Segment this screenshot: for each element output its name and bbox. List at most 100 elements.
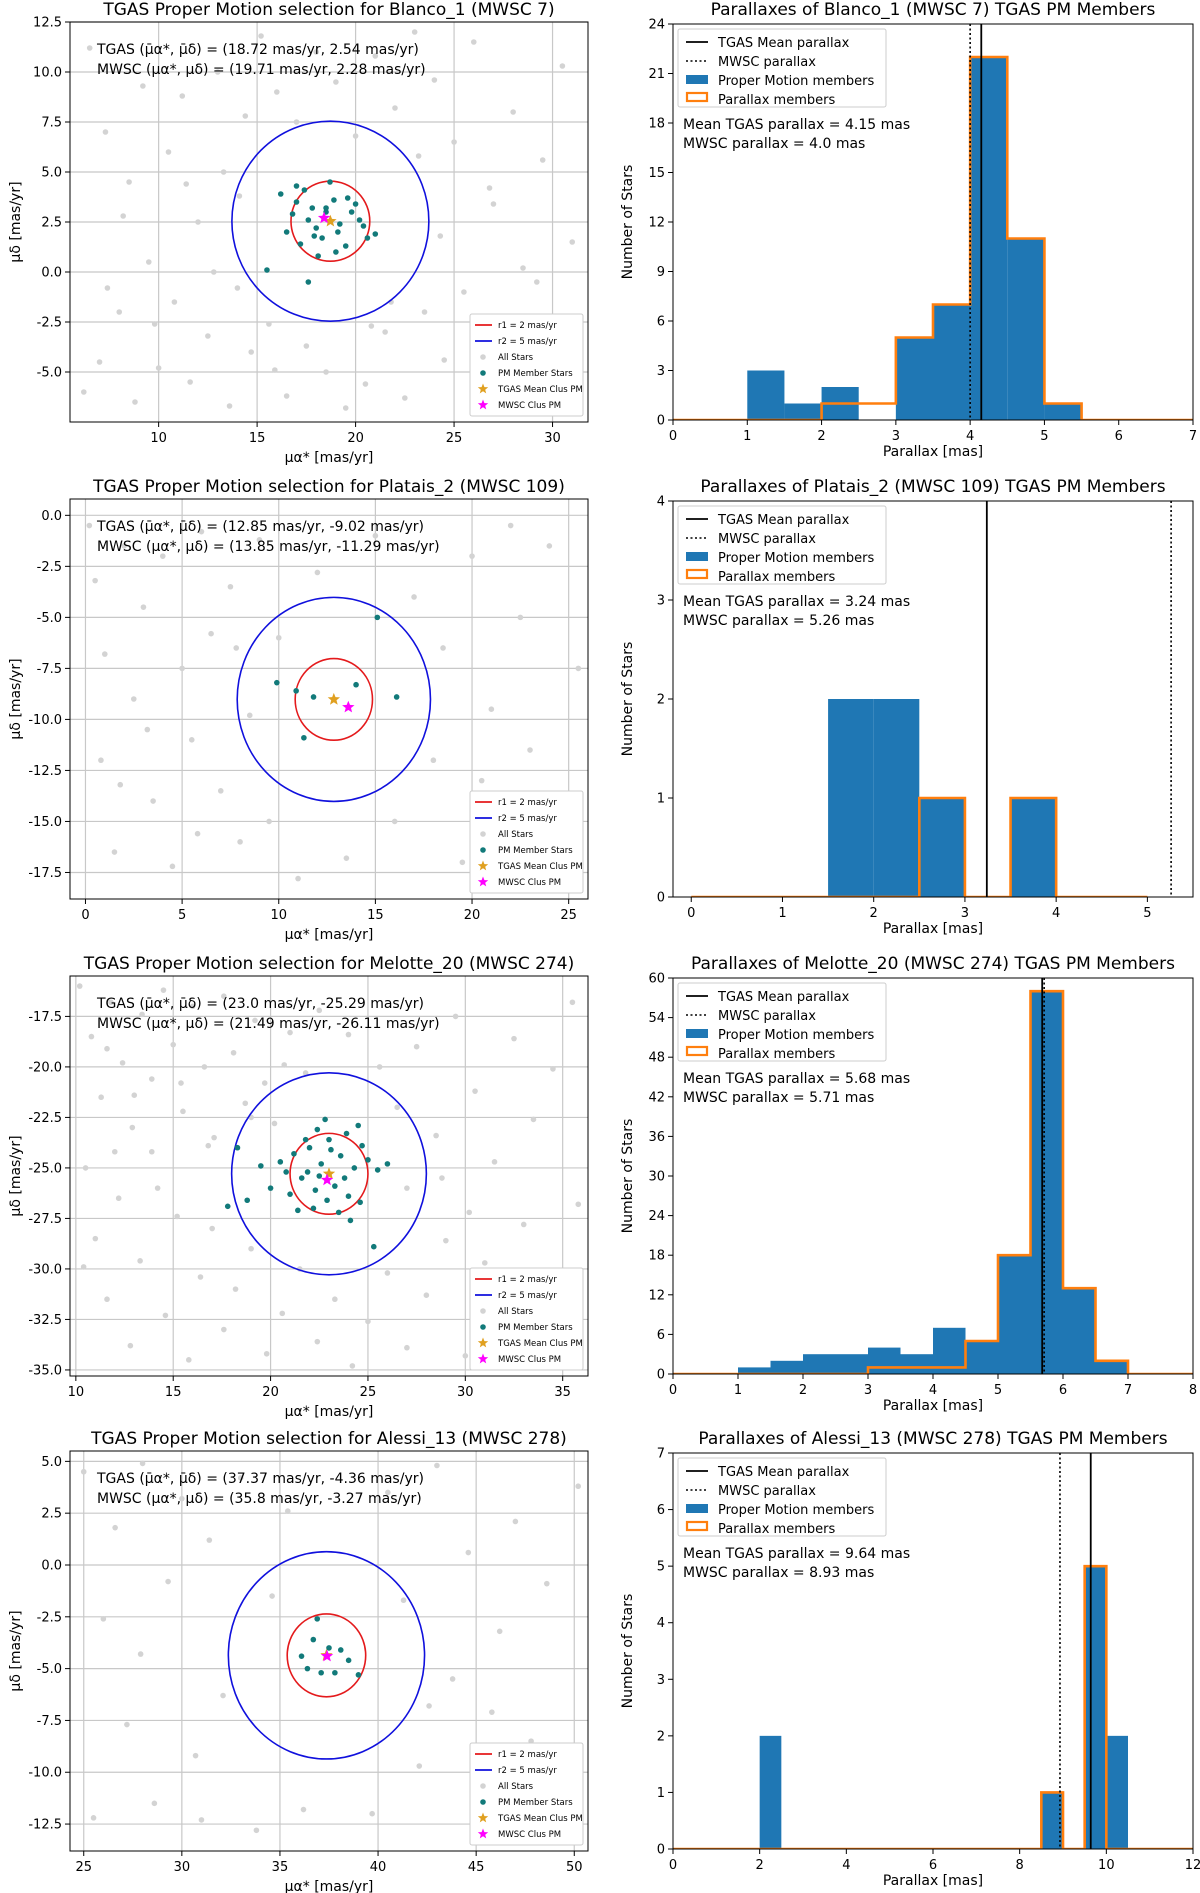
pm-member-point [316, 1173, 323, 1179]
all-star-point [404, 1185, 410, 1191]
all-star-point [313, 49, 319, 55]
tgas-pm-annotation: TGAS (μ̄α*, μ̄δ) = (18.72 mas/yr, 2.54 m… [96, 42, 419, 58]
pm-member-point [274, 679, 280, 686]
y-tick-label: 3 [657, 1673, 665, 1688]
pm-member-point [355, 1122, 362, 1129]
pm-member-point [345, 1193, 352, 1200]
pm-member-point [289, 211, 296, 217]
pm-member-point [322, 1116, 328, 1123]
all-star-point [121, 543, 127, 549]
legend-mwsc-pm-label: MWSC Clus PM [498, 1355, 561, 1365]
y-tick-label: 42 [648, 1090, 665, 1105]
legend-pm-label: Proper Motion members [718, 74, 874, 89]
all-star-point [496, 1628, 503, 1635]
all-star-point [248, 1245, 254, 1252]
all-star-point [394, 1104, 400, 1111]
legend-r1-label: r1 = 2 mas/yr [498, 1275, 557, 1285]
all-star-point [345, 1031, 352, 1038]
all-star-point [174, 1213, 180, 1220]
all-star-point [368, 323, 375, 329]
all-star-point [112, 1524, 118, 1531]
y-tick-label: 0.0 [41, 509, 62, 524]
mwsc-star [320, 1173, 334, 1186]
pm-member-point [293, 688, 299, 694]
y-tick-label: 12 [648, 216, 665, 231]
pm-member-point [374, 614, 381, 621]
x-tick-label: 3 [961, 906, 969, 921]
pm-member-point [297, 241, 304, 247]
all-star-point [230, 1049, 237, 1056]
all-star-point [488, 706, 495, 713]
legend-r1-label: r1 = 2 mas/yr [498, 321, 557, 331]
pm-member-point [315, 253, 321, 259]
pm-member-point [244, 1197, 251, 1204]
pm-member-point [277, 1159, 284, 1165]
pm-member-point [312, 1187, 319, 1193]
all-star-point [349, 1363, 356, 1369]
y-tick-label: -10.0 [28, 713, 62, 728]
x-tick-label: 10 [270, 908, 287, 923]
all-star-point [293, 119, 300, 125]
legend-plx-swatch [685, 568, 709, 580]
legend-pm-members-label: PM Member Stars [498, 369, 573, 379]
all-star-point [575, 1483, 581, 1490]
pm-member-point [323, 205, 329, 211]
all-star-point [384, 1270, 391, 1276]
all-star-point [111, 1148, 118, 1155]
all-star-point [234, 285, 241, 291]
parallax-member-outline [673, 1564, 1193, 1849]
chart-title: TGAS Proper Motion selection for Melotte… [83, 954, 574, 974]
x-tick-label: 20 [464, 908, 481, 923]
all-star-point [440, 645, 446, 651]
r2-circle [227, 1550, 426, 1760]
pm-member-bar [1095, 1360, 1128, 1374]
all-star-point [210, 269, 217, 275]
all-star-point [236, 193, 243, 199]
y-tick-label: -2.5 [37, 316, 62, 331]
y-tick-label: -20.0 [28, 1060, 62, 1075]
all-star-point [263, 1350, 270, 1357]
all-star-point [101, 651, 108, 657]
mwsc-pm-annotation: MWSC (μα*, μδ) = (19.71 mas/yr, 2.28 mas… [97, 62, 426, 78]
y-tick-label: 3 [657, 594, 665, 609]
x-tick-label: 10 [1098, 1858, 1115, 1873]
all-star-point [151, 321, 158, 327]
legend-r2-label: r2 = 5 mas/yr [498, 1291, 557, 1301]
pm-member-point [293, 183, 300, 189]
all-star-point [183, 181, 190, 187]
pm-member-point [341, 1175, 348, 1181]
legend-pm-members-label: PM Member Stars [498, 1798, 573, 1808]
y-tick-label: 0.0 [41, 266, 62, 281]
y-tick-label: -5.0 [37, 1662, 62, 1677]
all-star-point [209, 1225, 215, 1232]
all-star-point [232, 1286, 239, 1292]
all-star-point [127, 1342, 134, 1349]
legend-mwsc-pm-label: MWSC Clus PM [498, 1830, 561, 1840]
y-tick-label: 7 [657, 1447, 665, 1462]
y-tick-label: 6 [657, 1503, 665, 1518]
y-axis-label: μδ [mas/yr] [8, 1610, 24, 1691]
all-star-point [284, 1508, 291, 1514]
legend-mwsc-pm-swatch [477, 876, 489, 887]
y-tick-label: -17.5 [28, 866, 62, 881]
legend-mwsc-label: MWSC parallax [718, 1484, 816, 1499]
all-star-point [520, 265, 526, 271]
all-star-point [237, 1475, 244, 1481]
x-tick-label: 10 [150, 431, 167, 446]
all-star-point [111, 849, 118, 855]
pm-member-point [283, 229, 290, 235]
all-star-point [178, 1080, 184, 1086]
all-star-point [431, 77, 438, 83]
y-tick-label: -25.0 [28, 1161, 62, 1176]
all-star-point [171, 299, 178, 305]
y-tick-label: 2.5 [41, 1507, 62, 1522]
pm-member-point [324, 1197, 330, 1204]
y-tick-label: 3 [657, 364, 665, 379]
all-star-point [486, 185, 493, 191]
all-star-point [100, 1616, 107, 1622]
x-tick-label: 5 [178, 908, 186, 923]
plot-area [76, 983, 582, 1369]
y-tick-label: 4 [657, 1616, 665, 1631]
pm-member-bar [1106, 1735, 1128, 1849]
legend-tgas-pm-swatch [477, 860, 489, 871]
